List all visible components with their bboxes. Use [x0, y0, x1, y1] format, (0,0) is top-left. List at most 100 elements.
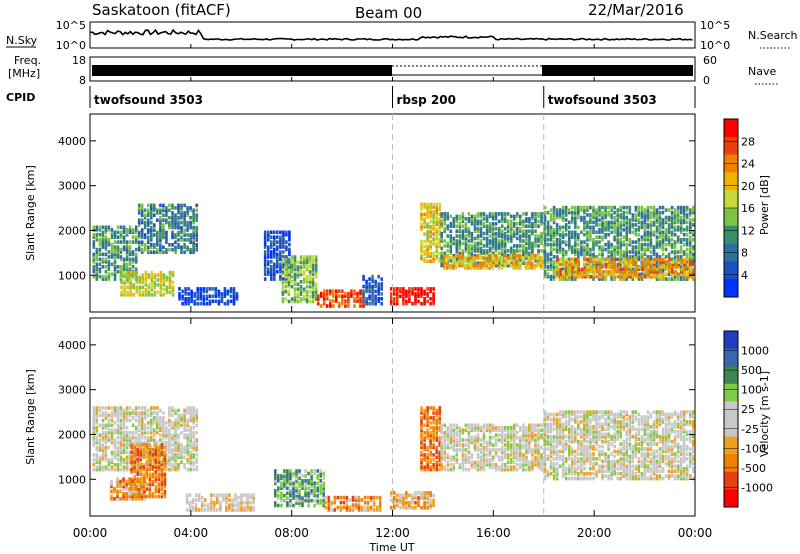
heatmap-cell: [156, 278, 160, 282]
heatmap-cell: [540, 231, 543, 236]
heatmap-cell: [192, 445, 195, 450]
heatmap-cell: [359, 291, 362, 296]
heatmap-cell: [673, 220, 677, 225]
heatmap-cell: [165, 206, 168, 210]
heatmap-cell: [125, 455, 129, 460]
heatmap-cell: [665, 260, 668, 264]
heatmap-cell: [178, 292, 181, 296]
heatmap-cell: [673, 215, 677, 220]
heatmap-cell: [440, 458, 443, 462]
heatmap-cell: [461, 214, 465, 219]
heatmap-cell: [298, 503, 301, 508]
heatmap-cell: [273, 255, 276, 259]
freq-label-line2: [MHz]: [8, 67, 40, 80]
heatmap-cell: [147, 455, 150, 460]
heatmap-cell: [137, 438, 141, 442]
heatmap-cell: [506, 236, 510, 241]
heatmap-cell: [203, 508, 207, 512]
heatmap-cell: [622, 228, 625, 232]
heatmap-cell: [296, 282, 300, 286]
heatmap-cell: [192, 448, 195, 452]
heatmap-cell: [98, 274, 102, 279]
heatmap-cell: [159, 460, 162, 465]
heatmap-cell: [543, 237, 547, 242]
heatmap-cell: [616, 215, 619, 220]
heatmap-cell: [168, 278, 172, 282]
heatmap-cell: [519, 263, 522, 268]
heatmap-cell: [536, 256, 540, 260]
heatmap-cell: [637, 242, 641, 247]
heatmap-cell: [131, 494, 134, 499]
heatmap-cell: [619, 225, 622, 230]
heatmap-cell: [670, 223, 674, 227]
heatmap-cell: [659, 262, 662, 267]
heatmap-cell: [658, 220, 662, 225]
heatmap-cell: [455, 253, 458, 258]
heatmap-cell: [168, 438, 171, 442]
heatmap-cell: [177, 465, 180, 469]
heatmap-cell: [136, 447, 139, 452]
heatmap-cell: [160, 487, 164, 491]
heatmap-cell: [181, 297, 184, 301]
heatmap-cell: [125, 445, 129, 450]
heatmap-cell: [629, 262, 632, 267]
heatmap-cell: [631, 277, 635, 281]
heatmap-cell: [488, 239, 492, 243]
heatmap-cell: [101, 411, 105, 415]
heatmap-cell: [177, 448, 180, 452]
heatmap-cell: [290, 265, 294, 269]
heatmap-cell: [183, 416, 186, 420]
heatmap-cell: [180, 203, 183, 208]
heatmap-cell: [595, 218, 598, 222]
heatmap-cell: [692, 247, 695, 252]
heatmap-cell: [500, 239, 504, 243]
heatmap-cell: [647, 270, 650, 274]
heatmap-cell: [625, 242, 628, 247]
heatmap-cell: [322, 476, 325, 481]
heatmap-cell: [123, 273, 126, 277]
heatmap-cell: [649, 210, 653, 215]
heatmap-cell: [411, 505, 414, 510]
heatmap-cell: [137, 484, 140, 489]
heatmap-cell: [574, 250, 577, 254]
heatmap-cell: [601, 272, 604, 276]
heatmap-cell: [263, 269, 267, 274]
heatmap-cell: [362, 284, 365, 289]
heatmap-cell: [219, 493, 222, 497]
heatmap-cell: [577, 205, 580, 210]
heatmap-cell: [667, 260, 671, 264]
heatmap-cell: [157, 457, 161, 462]
heatmap-cell: [435, 244, 438, 249]
heatmap-cell: [295, 469, 298, 473]
heatmap-cell: [426, 207, 429, 212]
heatmap-cell: [301, 479, 304, 483]
heatmap-cell: [473, 241, 477, 246]
heatmap-cell: [285, 277, 288, 281]
heatmap-cell: [171, 455, 174, 460]
heatmap-cell: [353, 291, 356, 296]
heatmap-cell: [519, 249, 522, 253]
heatmap-cell: [156, 418, 159, 423]
heatmap-cell: [153, 458, 156, 462]
heatmap-cell: [632, 272, 635, 277]
heatmap-cell: [159, 228, 162, 232]
heatmap-cell: [110, 482, 113, 486]
heatmap-cell: [131, 433, 135, 437]
heatmap-cell: [134, 465, 138, 469]
heatmap-cell: [295, 474, 298, 478]
heatmap-cell: [515, 261, 519, 265]
heatmap-cell: [98, 252, 102, 257]
heatmap-cell: [420, 294, 423, 299]
heatmap-cell: [142, 475, 145, 479]
heatmap-cell: [342, 505, 346, 510]
heatmap-cell: [374, 279, 377, 284]
heatmap-cell: [377, 284, 380, 289]
heatmap-cell: [650, 275, 653, 279]
heatmap-cell: [154, 452, 158, 457]
heatmap-cell: [583, 265, 587, 269]
heatmap-cell: [658, 255, 662, 259]
heatmap-cell: [192, 211, 195, 215]
heatmap-cell: [522, 231, 525, 236]
heatmap-cell: [537, 239, 540, 243]
heatmap-cell: [101, 448, 105, 452]
